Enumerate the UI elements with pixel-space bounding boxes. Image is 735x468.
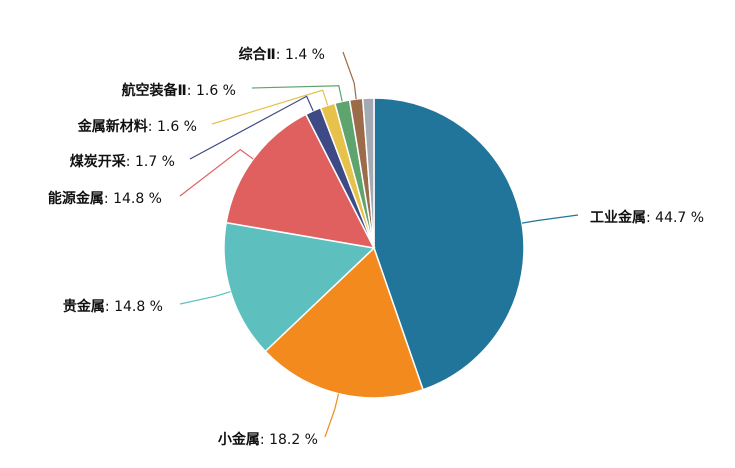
label-separator: : <box>104 191 113 207</box>
label-category: 小金属 <box>218 431 260 448</box>
label-separator: : <box>105 299 114 315</box>
leader-line <box>189 95 314 160</box>
leader-line <box>342 51 357 100</box>
label-value: 44.7 % <box>655 210 704 226</box>
label-value: 14.8 % <box>114 299 163 315</box>
slice-label: 小金属: 18.2 % <box>218 431 318 448</box>
label-value: 1.4 % <box>285 47 325 63</box>
label-value: 1.7 % <box>135 154 175 170</box>
leader-line <box>179 291 231 305</box>
label-category: 综合Ⅱ <box>239 46 276 63</box>
label-value: 1.6 % <box>196 83 236 99</box>
label-value: 18.2 % <box>269 432 318 448</box>
pie-slice <box>373 97 525 391</box>
slice-label: 能源金属: 14.8 % <box>48 190 162 207</box>
slice-label: 航空装备Ⅱ: 1.6 % <box>122 82 236 99</box>
label-value: 1.6 % <box>157 119 197 135</box>
slice-label: 煤炭开采: 1.7 % <box>70 153 175 170</box>
label-separator: : <box>126 154 135 170</box>
slice-label: 金属新材料: 1.6 % <box>77 118 197 135</box>
leader-line <box>251 85 343 102</box>
label-category: 煤炭开采 <box>70 153 127 170</box>
pie-slice <box>361 97 375 249</box>
label-category: 工业金属 <box>590 209 646 226</box>
leader-line <box>179 148 254 197</box>
label-separator: : <box>276 47 285 63</box>
leader-line <box>324 393 340 438</box>
label-category: 航空装备Ⅱ <box>122 82 187 99</box>
leader-line <box>211 89 329 125</box>
label-category: 金属新材料 <box>77 118 148 135</box>
label-separator: : <box>646 210 655 226</box>
label-value: 14.8 % <box>113 191 162 207</box>
pie-slice <box>264 246 424 399</box>
label-separator: : <box>148 119 157 135</box>
slice-label: 贵金属: 14.8 % <box>63 298 163 315</box>
label-category: 能源金属 <box>48 190 104 207</box>
label-separator: : <box>187 83 196 99</box>
label-category: 贵金属 <box>63 298 105 315</box>
leader-line <box>521 214 579 224</box>
slice-label: 综合Ⅱ: 1.4 % <box>239 46 325 63</box>
label-separator: : <box>260 432 269 448</box>
slice-label: 工业金属: 44.7 % <box>590 209 704 226</box>
